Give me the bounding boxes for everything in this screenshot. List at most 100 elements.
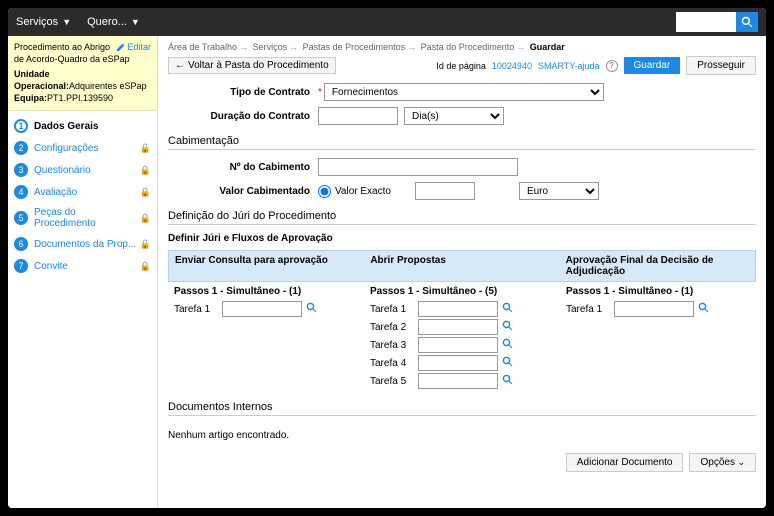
tipo-contrato-select[interactable]: Fornecimentos xyxy=(324,83,604,101)
menu-servicos-label: Serviços xyxy=(16,16,58,28)
step-label: Configurações xyxy=(34,143,98,154)
menu-quero-label: Quero... xyxy=(87,16,127,28)
duracao-unit-select[interactable]: Dia(s) xyxy=(404,107,504,125)
jury-subtitle: Definir Júri e Fluxos de Aprovação xyxy=(168,233,756,244)
adicionar-documento-button[interactable]: Adicionar Documento xyxy=(566,453,684,472)
required-marker: * xyxy=(318,87,322,98)
tarefa-input-2-0[interactable] xyxy=(614,301,694,317)
duracao-label: Duração do Contrato xyxy=(168,111,318,122)
num-cabimento-label: Nº do Cabimento xyxy=(168,162,318,173)
tarefa-row: Tarefa 4 xyxy=(370,355,554,371)
search-icon[interactable] xyxy=(698,302,709,316)
search-icon[interactable] xyxy=(306,302,317,316)
step-4[interactable]: 4Avaliação🔒 xyxy=(8,181,157,203)
search-icon[interactable] xyxy=(502,338,513,352)
section-cabimentacao: Cabimentação xyxy=(168,135,756,150)
step-num: 6 xyxy=(14,237,28,251)
num-cabimento-input[interactable] xyxy=(318,158,518,176)
step-label: Dados Gerais xyxy=(34,121,98,132)
menu-servicos[interactable]: Serviços ▼ xyxy=(16,16,71,28)
step-label: Convite xyxy=(34,261,68,272)
search-icon[interactable] xyxy=(502,356,513,370)
tarefa-label: Tarefa 3 xyxy=(370,340,418,351)
tarefa-label: Tarefa 4 xyxy=(370,358,418,369)
section-jury: Definição do Júri do Procedimento xyxy=(168,210,756,225)
bc-current: Guardar xyxy=(530,42,565,52)
tarefa-row: Tarefa 1 xyxy=(370,301,554,317)
menu-quero[interactable]: Quero... ▼ xyxy=(87,16,140,28)
currency-select[interactable]: Euro xyxy=(519,182,599,200)
jury-col-body-1: Passos 1 - Simultâneo - (5) Tarefa 1 Taref… xyxy=(364,286,560,391)
lock-icon: 🔒 xyxy=(140,187,151,198)
info-box: Editar Procedimento ao Abrigo de Acordo-… xyxy=(8,36,157,111)
back-button[interactable]: Voltar à Pasta do Procedimento xyxy=(168,57,336,74)
search-icon[interactable] xyxy=(502,320,513,334)
tarefa-input-1-0[interactable] xyxy=(418,301,498,317)
bc-1[interactable]: Área de Trabalho xyxy=(168,42,237,52)
editar-link[interactable]: Editar xyxy=(115,42,151,54)
step-3[interactable]: 3Questionário🔒 xyxy=(8,159,157,181)
lock-icon: 🔒 xyxy=(140,213,151,224)
bc-3[interactable]: Pastas de Procedimentos xyxy=(303,42,406,52)
jury-col-header-0: Enviar Consulta para aprovação xyxy=(169,251,364,281)
passos-label: Passos 1 - Simultâneo - (1) xyxy=(174,286,358,297)
jury-col-body-2: Passos 1 - Simultâneo - (1)Tarefa 1 xyxy=(560,286,756,391)
search-icon[interactable] xyxy=(502,374,513,388)
tarefa-input-1-2[interactable] xyxy=(418,337,498,353)
tarefa-row: Tarefa 3 xyxy=(370,337,554,353)
bc-2[interactable]: Serviços xyxy=(253,42,288,52)
equipa-label: Equipa: xyxy=(14,93,47,103)
jury-header: Enviar Consulta para aprovaçãoAbrir Prop… xyxy=(168,250,756,282)
step-1[interactable]: 1 Dados Gerais xyxy=(8,115,157,137)
caret-down-icon: ▼ xyxy=(62,17,71,27)
tarefa-input-1-1[interactable] xyxy=(418,319,498,335)
step-7[interactable]: 7Convite🔒 xyxy=(8,255,157,277)
guardar-button-top[interactable]: Guardar xyxy=(624,57,681,74)
breadcrumb: Área de Trabalho→ Serviços→ Pastas de Pr… xyxy=(168,42,756,52)
step-2[interactable]: 2Configurações🔒 xyxy=(8,137,157,159)
tarefa-input-1-3[interactable] xyxy=(418,355,498,371)
tarefa-input-1-4[interactable] xyxy=(418,373,498,389)
unidade-val: Adquirentes eSPap xyxy=(69,81,147,91)
help-icon[interactable]: ? xyxy=(606,60,618,72)
page-id-value[interactable]: 10024940 xyxy=(492,61,532,71)
sidebar: Editar Procedimento ao Abrigo de Acordo-… xyxy=(8,36,158,508)
jury-body: Passos 1 - Simultâneo - (1)Tarefa 1Passo… xyxy=(168,286,756,391)
tarefa-label: Tarefa 1 xyxy=(174,304,222,315)
steps-nav: 1 Dados Gerais 2Configurações🔒3Questionári… xyxy=(8,111,157,281)
tarefa-row: Tarefa 2 xyxy=(370,319,554,335)
jury-col-header-2: Aprovação Final da Decisão de Adjudicaçã… xyxy=(560,251,755,281)
search-button[interactable] xyxy=(736,12,758,32)
valor-cabimentado-label: Valor Cabimentado xyxy=(168,186,318,197)
passos-label: Passos 1 - Simultâneo - (5) xyxy=(370,286,554,297)
search-icon[interactable] xyxy=(502,302,513,316)
tarefa-row: Tarefa 5 xyxy=(370,373,554,389)
tarefa-input-0-0[interactable] xyxy=(222,301,302,317)
step-label: Documentos da Prop... xyxy=(34,239,136,250)
tarefa-label: Tarefa 2 xyxy=(370,322,418,333)
caret-down-icon: ▼ xyxy=(131,17,140,27)
duracao-input[interactable] xyxy=(318,107,398,125)
tipo-contrato-label: Tipo de Contrato xyxy=(168,87,318,98)
jury-col-header-1: Abrir Propostas xyxy=(364,251,559,281)
valor-exacto-radio[interactable] xyxy=(318,185,331,198)
lock-icon: 🔒 xyxy=(140,261,151,272)
valor-exacto-label: Valor Exacto xyxy=(335,186,391,197)
tarefa-label: Tarefa 1 xyxy=(370,304,418,315)
opcoes-button[interactable]: Opções xyxy=(689,453,756,472)
step-label: Questionário xyxy=(34,165,91,176)
valor-input[interactable] xyxy=(415,182,475,200)
lock-icon: 🔒 xyxy=(140,239,151,250)
bc-4[interactable]: Pasta do Procedimento xyxy=(421,42,515,52)
step-num: 1 xyxy=(14,119,28,133)
topbar: Serviços ▼ Quero... ▼ xyxy=(8,8,766,36)
search-icon xyxy=(741,16,753,28)
equipa-val: PT1.PPI.139590 xyxy=(47,93,113,103)
smarty-help-link[interactable]: SMARTY-ajuda xyxy=(538,61,600,71)
step-6[interactable]: 6 Documentos da Prop... 🔒 xyxy=(8,233,157,255)
prosseguir-button-top[interactable]: Prosseguir xyxy=(686,56,756,75)
tarefa-label: Tarefa 5 xyxy=(370,376,418,387)
search-input[interactable] xyxy=(676,12,736,32)
step-5[interactable]: 5Peças do Procedimento🔒 xyxy=(8,203,157,233)
editar-label: Editar xyxy=(127,42,151,54)
